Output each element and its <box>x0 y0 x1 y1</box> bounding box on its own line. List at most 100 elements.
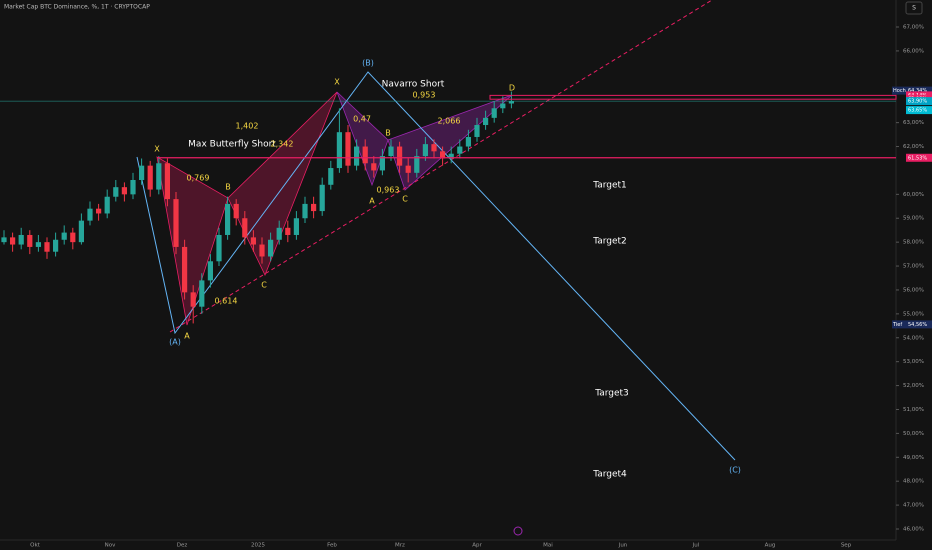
pattern-label: B <box>385 129 391 138</box>
y-tick-label: 54,00% <box>903 335 924 341</box>
pattern-label: 0,963 <box>377 186 400 195</box>
pattern-label: (A) <box>169 338 181 347</box>
candle-body <box>199 280 205 307</box>
candle-body <box>87 208 93 221</box>
candle-body <box>173 199 179 247</box>
price-tag-label: 61,53% <box>908 155 927 161</box>
candle-body <box>35 242 41 247</box>
candle-body <box>70 232 76 243</box>
candle-body <box>500 103 506 109</box>
pattern-label: 0,614 <box>215 297 238 306</box>
candle-body <box>207 261 213 281</box>
butterfly-xab <box>156 156 229 326</box>
pattern-label: D <box>509 84 515 93</box>
price-tag <box>906 320 932 329</box>
candle-body <box>336 132 342 169</box>
pattern-label: (B) <box>362 59 374 68</box>
x-tick-label: Jul <box>692 543 700 549</box>
price-tag-name: Hoch <box>893 88 906 94</box>
event-marker[interactable] <box>513 526 523 536</box>
candle-body <box>508 101 514 104</box>
candle-body <box>259 244 265 257</box>
y-tick-label: 66,00% <box>903 48 924 54</box>
candle-body <box>113 187 119 197</box>
target-label: Target2 <box>592 237 627 247</box>
y-tick-label: 58,00% <box>903 240 924 246</box>
y-tick-label: 63,00% <box>903 120 924 126</box>
candle-body <box>302 203 308 219</box>
candle-body <box>27 234 33 247</box>
trend-line <box>169 0 713 333</box>
target-label: Target4 <box>592 470 627 480</box>
candle-body <box>233 203 239 219</box>
price-tag-label: 63,90% <box>908 99 927 105</box>
x-tick-label: Aug <box>765 543 776 549</box>
y-tick-label: 48,00% <box>903 479 924 485</box>
pattern-label: A <box>184 332 190 341</box>
pattern-label: X <box>334 78 340 87</box>
candle-body <box>190 292 196 307</box>
pattern-label: (C) <box>729 466 741 475</box>
candle-body <box>78 220 84 243</box>
candle-body <box>44 242 50 252</box>
pattern-label: 2,342 <box>271 140 294 149</box>
candle-body <box>225 203 231 235</box>
candle-body <box>242 218 248 238</box>
candle-body <box>319 184 325 212</box>
candle-body <box>362 146 368 164</box>
candle-body <box>285 227 291 235</box>
x-tick-label: Mai <box>543 543 553 549</box>
price-tag <box>906 97 932 106</box>
pattern-label: Navarro Short <box>382 80 445 90</box>
candle-body <box>379 156 385 171</box>
pattern-label: 0,953 <box>413 91 436 100</box>
y-tick-label: 67,00% <box>903 25 924 31</box>
candle-body <box>156 163 162 190</box>
candle-body <box>371 163 377 171</box>
x-tick-label: Feb <box>327 543 337 549</box>
candle-body <box>276 227 282 240</box>
candle-body <box>1 237 7 243</box>
x-tick-label: Jun <box>618 543 628 549</box>
candle-body <box>414 156 420 173</box>
candle-body <box>147 165 153 190</box>
y-tick-label: 47,00% <box>903 503 924 509</box>
price-tag-label: 64,34% <box>908 88 927 94</box>
price-tag-name: Tief <box>892 322 902 328</box>
price-tag-name-bg <box>892 86 906 95</box>
pattern-label: 2,066 <box>438 117 461 126</box>
y-tick-label: 55,00% <box>903 311 924 317</box>
x-tick-label: Okt <box>30 543 41 549</box>
y-tick-label: 52,00% <box>903 383 924 389</box>
scale-button-label[interactable]: S <box>912 5 916 12</box>
y-tick-label: 60,00% <box>903 192 924 198</box>
candle-body <box>397 146 403 166</box>
candle-body <box>164 163 170 200</box>
scale-button[interactable] <box>905 1 923 15</box>
y-tick-label: 59,00% <box>903 216 924 222</box>
price-tag <box>906 153 932 162</box>
candle-body <box>182 246 188 293</box>
candle-body <box>293 218 299 235</box>
target-label: Target1 <box>592 181 627 191</box>
candle-body <box>431 144 437 152</box>
pattern-label: X <box>154 145 160 154</box>
elliott-abc <box>136 71 736 461</box>
candle-body <box>388 146 394 157</box>
y-tick-label: 56,00% <box>903 287 924 293</box>
candle-body <box>250 237 256 245</box>
sell-zone <box>489 94 897 100</box>
candle-body <box>328 168 334 185</box>
candle-body <box>96 208 102 214</box>
pattern-label: A <box>369 197 375 206</box>
candle-body <box>139 165 145 180</box>
price-tag-label: 54,56% <box>908 322 927 328</box>
pattern-label: C <box>402 195 408 204</box>
candle-body <box>457 146 463 154</box>
y-tick-label: 51,00% <box>903 407 924 413</box>
candle-body <box>104 196 110 214</box>
candle-body <box>405 165 411 173</box>
pattern-label: 1,402 <box>236 122 259 131</box>
